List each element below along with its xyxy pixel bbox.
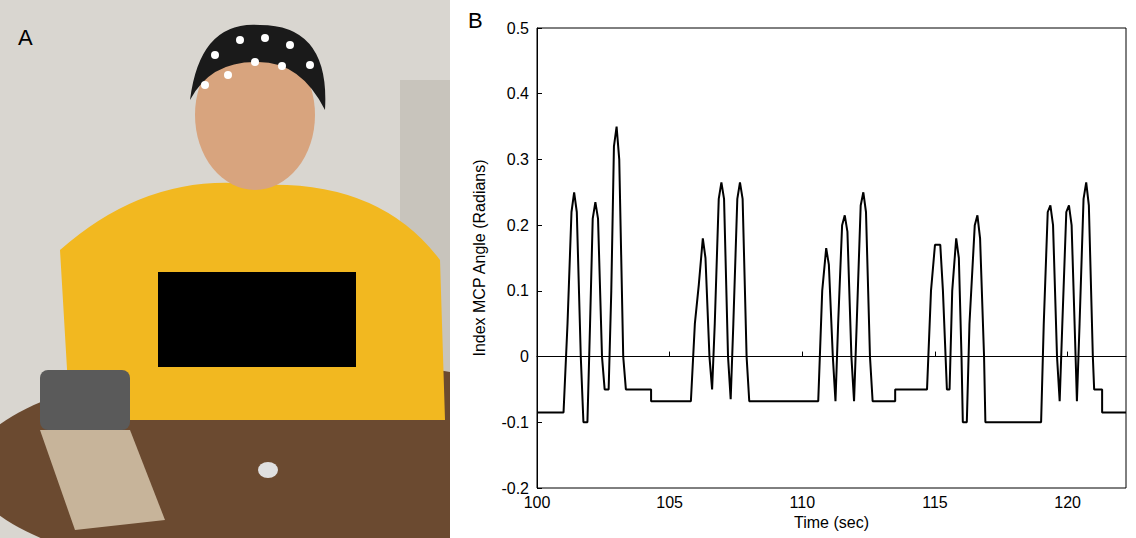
svg-text:0.2: 0.2 xyxy=(507,217,529,234)
svg-text:0.1: 0.1 xyxy=(507,282,529,299)
svg-text:115: 115 xyxy=(922,494,948,511)
svg-text:110: 110 xyxy=(790,494,816,511)
svg-text:A: A xyxy=(18,25,33,50)
svg-text:-0.2: -0.2 xyxy=(501,479,529,497)
svg-text:0.3: 0.3 xyxy=(507,151,529,168)
svg-text:Index MCP Angle (Radians): Index MCP Angle (Radians) xyxy=(471,159,488,356)
svg-text:100: 100 xyxy=(524,494,551,511)
html-text:B: B xyxy=(468,8,483,33)
svg-text:105: 105 xyxy=(656,494,683,511)
svg-text:120: 120 xyxy=(1054,494,1081,511)
svg-text:Time (sec): Time (sec) xyxy=(794,514,869,531)
svg-text:0: 0 xyxy=(520,348,529,365)
svg-text:0.5: 0.5 xyxy=(507,20,529,37)
svg-text:-0.1: -0.1 xyxy=(501,414,529,431)
svg-text:0.4: 0.4 xyxy=(507,85,529,102)
